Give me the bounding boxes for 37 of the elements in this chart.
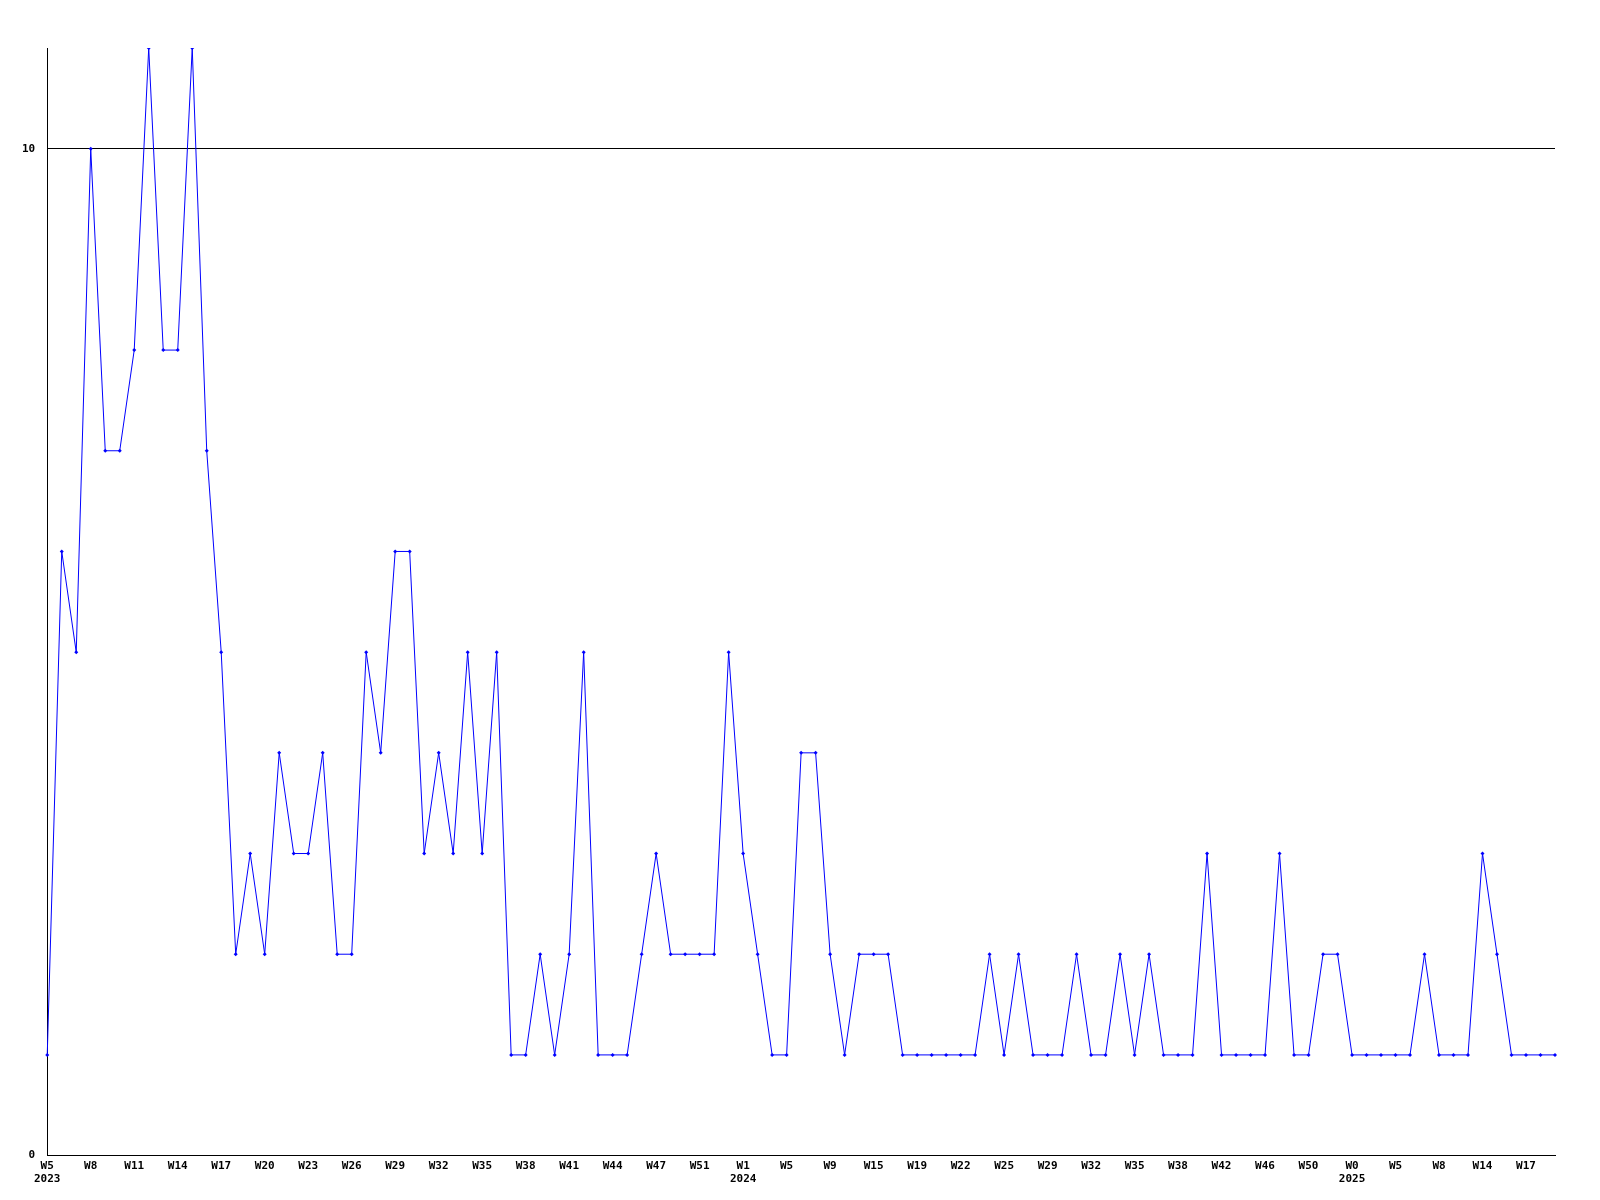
x-tick-label: W29: [1037, 1159, 1058, 1173]
x-tick-label: W32: [428, 1159, 449, 1173]
x-tick-label: W5 2023: [34, 1159, 61, 1186]
x-tick-label: W5: [1388, 1159, 1403, 1173]
x-tick-label: W1 2024: [729, 1159, 757, 1186]
x-tick-label: W20: [254, 1159, 275, 1173]
x-tick-label: W19: [907, 1159, 928, 1173]
x-tick-label: W29: [385, 1159, 406, 1173]
x-tick-label: W35: [472, 1159, 493, 1173]
x-tick-label: W38: [1168, 1159, 1188, 1173]
x-tick-label: W5: [780, 1159, 794, 1173]
x-tick-label: W14: [1472, 1159, 1493, 1173]
y-tick-label: 0: [28, 1148, 36, 1162]
x-tick-label: W14: [167, 1159, 189, 1173]
x-tick-label: W8: [84, 1159, 98, 1173]
x-tick-label: W32: [1081, 1159, 1102, 1173]
x-tick-label: W41: [559, 1159, 580, 1173]
x-tick-label: W42: [1211, 1159, 1232, 1173]
x-tick-label: W15: [863, 1159, 884, 1173]
x-tick-label: W22: [950, 1159, 971, 1173]
x-tick-label: W35: [1124, 1159, 1145, 1173]
x-tick-label: W17: [1516, 1159, 1536, 1173]
x-tick-label: W38: [515, 1159, 536, 1173]
x-tick-label: W11: [124, 1159, 145, 1173]
x-tick-label: W25: [994, 1159, 1015, 1173]
x-tick-label: W51: [689, 1159, 710, 1173]
x-tick-label: W17: [211, 1159, 232, 1173]
x-tick-label: W47: [646, 1159, 667, 1173]
x-tick-label: W8: [1432, 1159, 1446, 1173]
x-tick-label: W0 2025: [1338, 1159, 1366, 1186]
x-tick-label: W46: [1255, 1159, 1276, 1173]
x-tick-label: W44: [602, 1159, 623, 1173]
x-tick-label: W23: [298, 1159, 319, 1173]
x-tick-label: W9: [823, 1159, 837, 1173]
x-tick-label: W26: [341, 1159, 362, 1173]
y-tick-label: 10: [22, 141, 36, 155]
x-tick-label: W50: [1298, 1159, 1319, 1173]
